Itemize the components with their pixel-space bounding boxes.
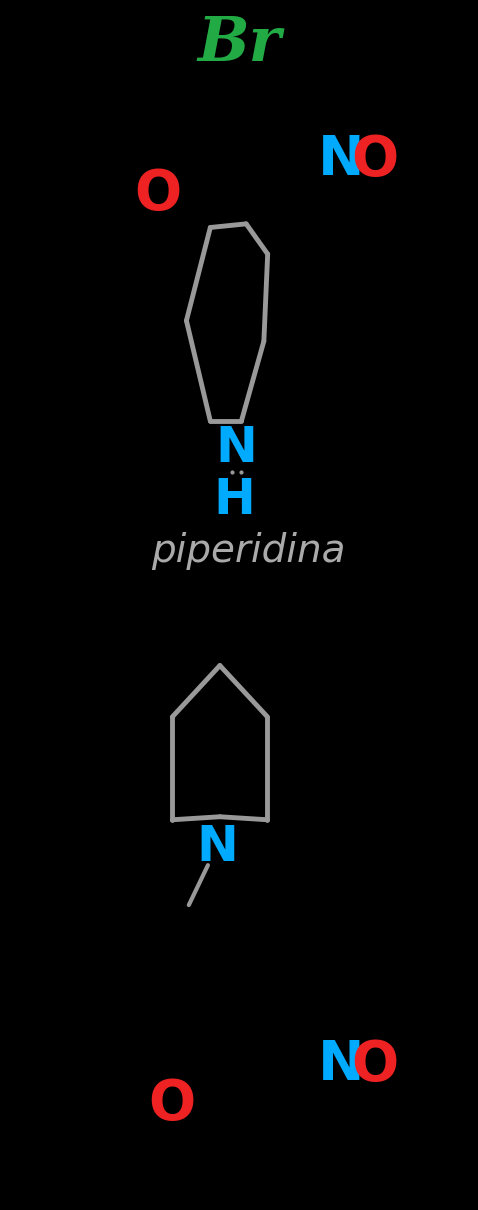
Text: O: O bbox=[134, 167, 181, 220]
Text: N: N bbox=[318, 133, 364, 186]
Text: H: H bbox=[213, 476, 255, 524]
Text: N: N bbox=[318, 1038, 364, 1091]
Text: O: O bbox=[149, 1077, 196, 1130]
Text: Br: Br bbox=[197, 13, 281, 74]
Text: piperidina: piperidina bbox=[152, 531, 346, 570]
Text: N: N bbox=[216, 424, 258, 472]
Text: O: O bbox=[351, 133, 399, 186]
Text: O: O bbox=[351, 1038, 399, 1091]
Text: N: N bbox=[196, 823, 239, 871]
